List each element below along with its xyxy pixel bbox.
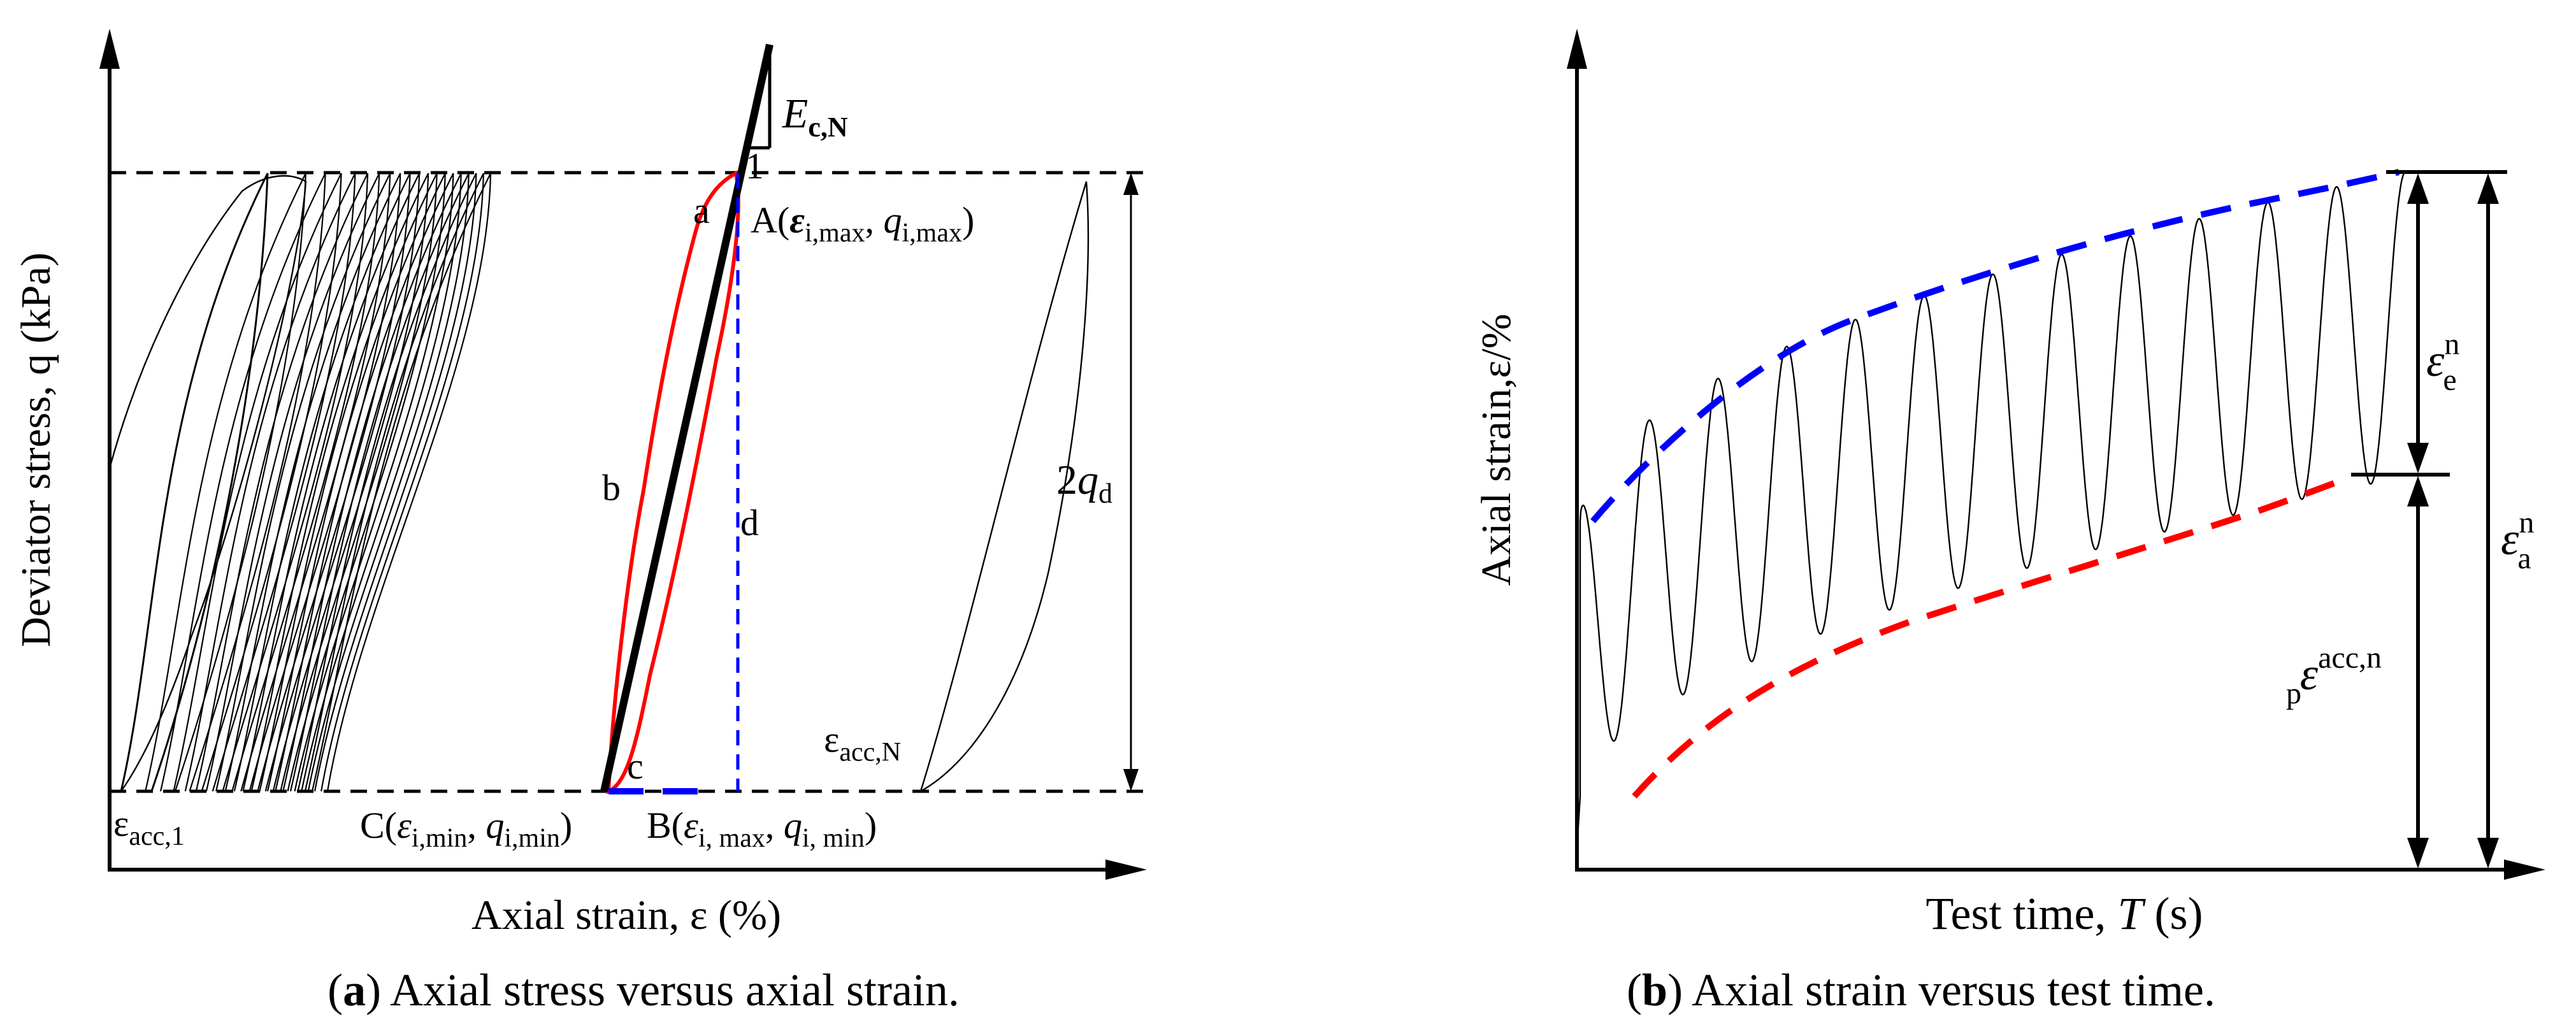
hysteresis-loop [173, 173, 342, 792]
panel-a-last-cycle-loop [919, 181, 1090, 793]
panel-b-eps-p-label: εacc,n p [2286, 641, 2382, 710]
hysteresis-loop [224, 173, 401, 792]
panel-b-plastic-arrow-top [2407, 476, 2429, 506]
panel-b-lower-envelope-red [1632, 473, 2352, 799]
panel-b-total-arrow-top [2477, 173, 2499, 204]
hysteresis-loop [259, 173, 438, 792]
panel-b-y-label: Axial strain,ε/% [1473, 313, 1520, 585]
panel-a-point-A-label: A(εi,max, qi,max) [751, 199, 974, 248]
panel-b: Axial strain,ε/% Test time, T (s) εn e εn… [1473, 29, 2545, 1016]
panel-b-x-label: Test time, T (s) [1926, 888, 2203, 939]
panel-a-hysteresis-loops [108, 173, 492, 792]
panel-a-secant-modulus-line [600, 43, 774, 793]
panel-b-y-arrowhead [1567, 29, 1587, 69]
panel-b-caption: (b) Axial strain versus test time. [1627, 965, 2215, 1016]
panel-b-elastic-arrow-top [2407, 173, 2429, 204]
panel-b-elastic-arrow-bottom [2407, 443, 2429, 473]
panel-a-y-label: Deviator stress, q (kPa) [13, 252, 59, 647]
panel-a-x-arrowhead [1105, 859, 1147, 880]
panel-a-slope-one-label: 1 [745, 145, 764, 187]
panel-b-eps-e-label: εn e [2426, 327, 2459, 397]
panel-a-point-B-label: B(εi, max, qi, min) [647, 805, 877, 853]
hysteresis-loop [266, 173, 446, 792]
hysteresis-loop [311, 173, 492, 792]
panel-a-point-a-label: a [693, 190, 710, 231]
hysteresis-loop [282, 173, 462, 792]
panel-a-red-hysteresis-loop [606, 170, 740, 794]
panel-a-x-label: Axial strain, ε (%) [471, 892, 781, 938]
panel-a-caption: (a) Axial stress versus axial strain. [327, 965, 960, 1016]
hysteresis-loop [159, 173, 326, 792]
panel-a-2qd-label: 2qd [1056, 457, 1112, 509]
panel-b-eps-a-label: εn a [2501, 506, 2534, 575]
hysteresis-loop [120, 173, 269, 792]
panel-a-E-label: Ec,N [782, 90, 848, 143]
hysteresis-loop [297, 173, 477, 792]
panel-a-point-C-label: C(εi,min, qi,min) [360, 805, 572, 853]
hysteresis-loop [304, 173, 484, 792]
panel-a-eps-accN-label: εacc,N [824, 719, 901, 767]
first-cycle-loop [108, 175, 307, 792]
panel-a-point-c-label: c [627, 745, 644, 787]
panel-a-eps-acc1-label: εacc,1 [113, 803, 185, 851]
panel-a-point-d-label: d [740, 502, 759, 543]
panel-a-2qd-arrow-top [1123, 173, 1139, 195]
panel-b-upper-envelope-blue [1590, 169, 2400, 524]
panel-b-plastic-arrow-bottom [2407, 838, 2429, 868]
panel-a: Deviator stress, q (kPa) Axial strain, ε… [13, 29, 1147, 1016]
hysteresis-loop [289, 173, 470, 792]
panel-a-point-b-label: b [602, 467, 621, 508]
panel-b-x-arrowhead [2504, 859, 2545, 880]
hysteresis-loop [184, 173, 356, 792]
panel-a-2qd-arrow-bottom [1123, 769, 1139, 791]
hysteresis-loop [275, 173, 454, 792]
panel-a-y-arrowhead [99, 29, 120, 69]
panel-b-total-arrow-bottom [2477, 838, 2499, 868]
